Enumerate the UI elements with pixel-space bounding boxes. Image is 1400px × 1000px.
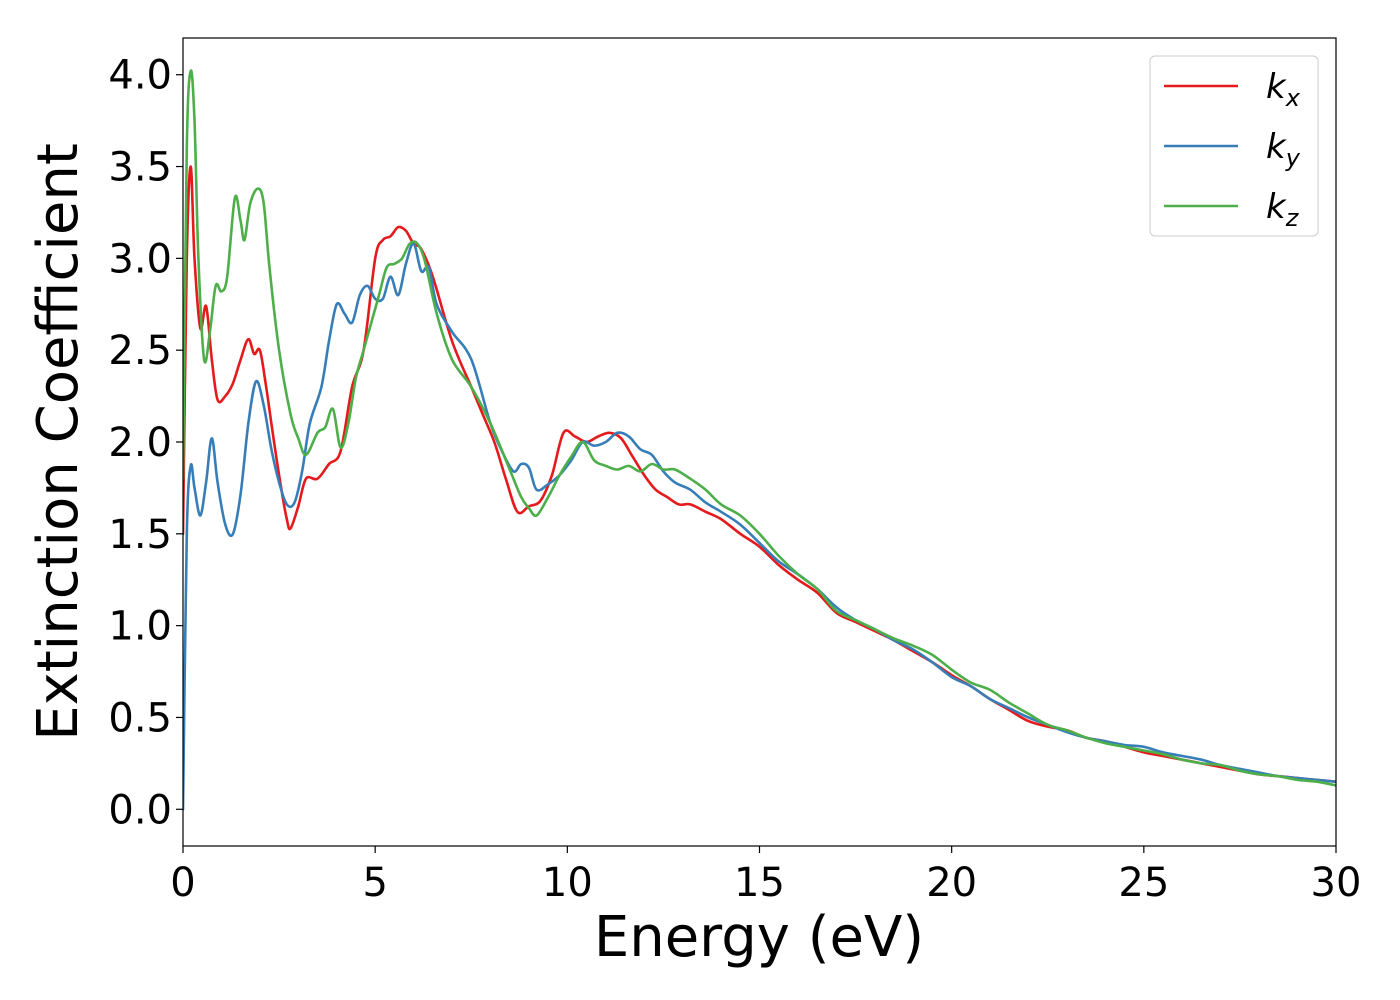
series-lines — [183, 69, 1336, 811]
y-tick-label: 2.5 — [108, 328, 172, 374]
x-tick-label: 5 — [362, 860, 387, 906]
y-tick-label: 2.0 — [108, 420, 172, 466]
y-tick-label: 0.0 — [108, 787, 172, 833]
y-tick-label: 1.5 — [108, 512, 172, 558]
x-axis-ticks: 0 5 10 15 20 25 30 — [170, 846, 1361, 906]
legend-label-subscript: x — [1285, 84, 1301, 112]
y-tick-label: 3.0 — [108, 236, 172, 282]
x-tick-label: 25 — [1118, 860, 1169, 906]
y-axis-ticks: 0.0 0.5 1.0 1.5 2.0 2.5 3.0 3.5 4.0 — [108, 53, 183, 833]
legend-label-subscript: z — [1285, 204, 1300, 232]
y-axis-title: Extinction Coefficient — [26, 143, 91, 741]
x-axis-title: Energy (eV) — [594, 905, 924, 970]
series-line-z — [183, 69, 1336, 787]
x-tick-label: 15 — [734, 860, 785, 906]
y-tick-label: 1.0 — [108, 604, 172, 650]
x-tick-label: 20 — [926, 860, 977, 906]
series-line-x — [183, 165, 1336, 783]
x-tick-label: 10 — [542, 860, 593, 906]
y-tick-label: 0.5 — [108, 695, 172, 741]
x-tick-label: 30 — [1311, 860, 1362, 906]
x-tick-label: 0 — [170, 860, 195, 906]
legend-label-subscript: y — [1285, 144, 1301, 172]
y-tick-label: 3.5 — [108, 145, 172, 191]
y-tick-label: 4.0 — [108, 53, 172, 99]
